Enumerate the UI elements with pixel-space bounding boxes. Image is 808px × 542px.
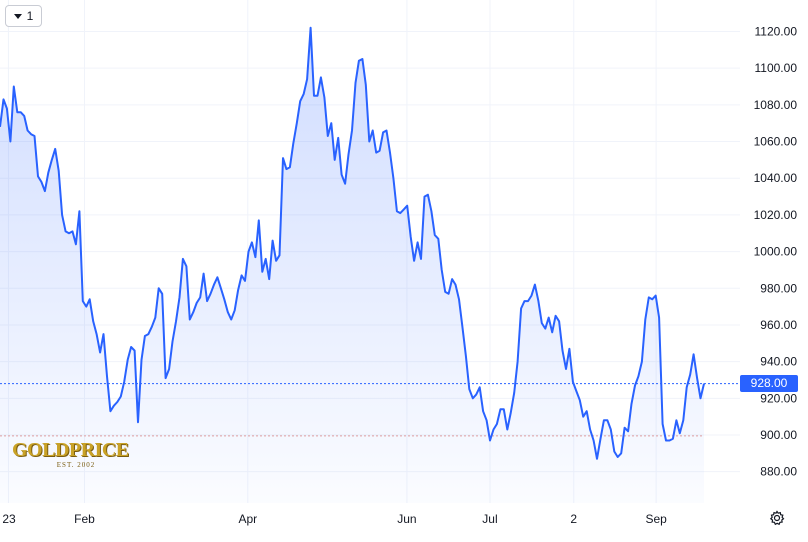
- last-price-tag: 928.00: [740, 375, 798, 393]
- logo-wordmark: GOLDPRICE: [12, 439, 129, 461]
- price-line: [0, 26, 705, 460]
- x-tick-label: Feb: [74, 512, 95, 526]
- y-tick-label: 1000.00: [754, 245, 798, 259]
- goldprice-logo: GOLDPRICE EST. 2002: [12, 439, 152, 469]
- y-tick-label: 960.00: [760, 318, 797, 332]
- x-tick-label: Sep: [645, 512, 667, 526]
- interval-label: 1: [26, 9, 34, 23]
- y-tick-label: 940.00: [760, 355, 797, 369]
- gear-icon: [769, 510, 785, 526]
- price-area: [0, 27, 704, 504]
- interval-dropdown[interactable]: 1: [5, 5, 42, 27]
- y-tick-label: 1100.00: [755, 61, 798, 75]
- y-tick-label: 920.00: [760, 391, 797, 405]
- x-tick-label: Jul: [482, 512, 497, 526]
- y-tick-label: 1020.00: [754, 208, 798, 222]
- y-tick-label: 900.00: [760, 428, 797, 442]
- y-axis: 880.00 900.00 920.00 940.00 960.00 980.00 1000…: [754, 25, 798, 479]
- x-tick-label: 23: [2, 512, 16, 526]
- x-tick-label: Jun: [397, 512, 416, 526]
- y-tick-label: 1060.00: [754, 135, 798, 149]
- chevron-down-icon: [13, 13, 22, 19]
- y-tick-label: 1080.00: [754, 98, 798, 112]
- y-tick-label: 1120.00: [755, 25, 798, 39]
- x-tick-label: Apr: [238, 512, 257, 526]
- y-tick-label: 1040.00: [754, 171, 798, 185]
- logo-subtext: EST. 2002: [56, 461, 96, 469]
- y-tick-label: 980.00: [760, 281, 797, 295]
- y-tick-label: 880.00: [760, 465, 797, 479]
- settings-button[interactable]: [768, 509, 786, 527]
- x-tick-label: 2: [570, 512, 577, 526]
- x-axis: 23 Feb Apr Jun Jul 2 Sep: [2, 512, 667, 526]
